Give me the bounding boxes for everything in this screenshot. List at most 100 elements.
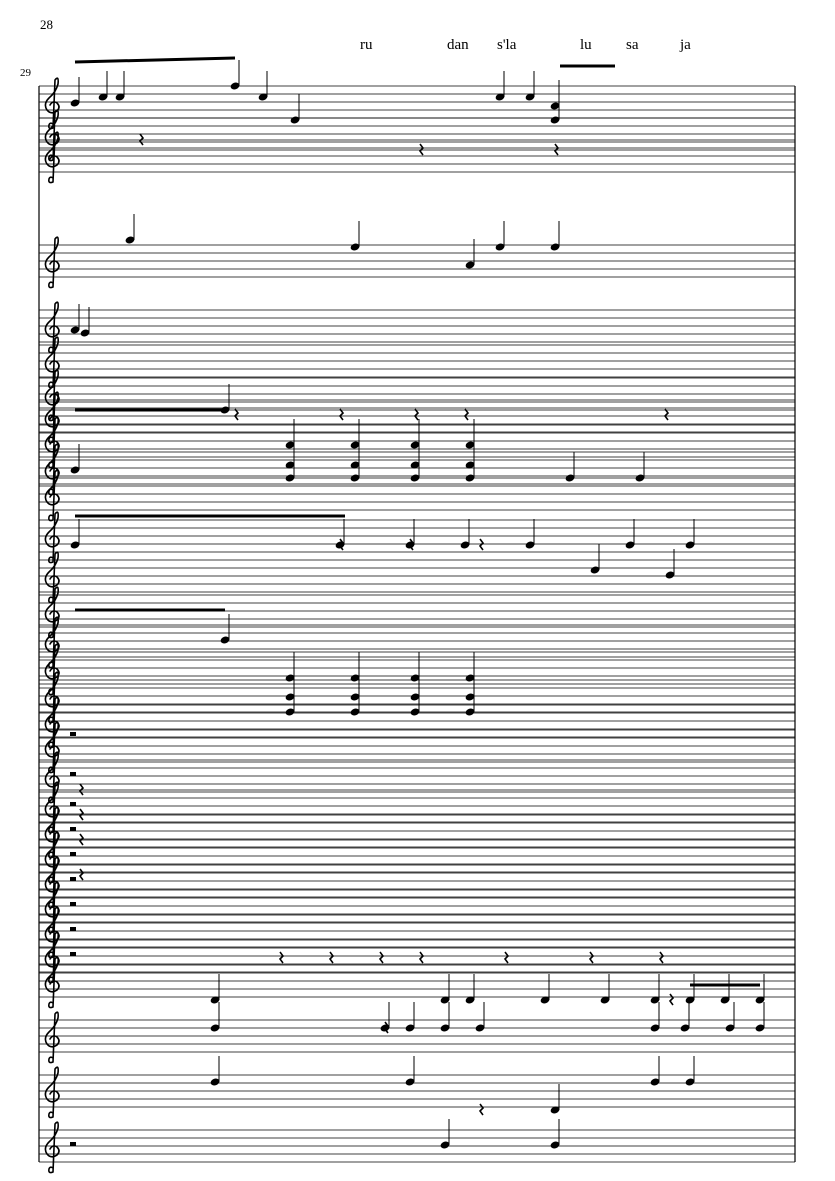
notehead — [475, 1024, 485, 1032]
rest — [78, 783, 85, 796]
notehead — [680, 1024, 690, 1032]
notehead — [410, 708, 420, 716]
notehead — [125, 236, 135, 244]
treble-clef-icon — [44, 109, 60, 162]
notehead — [495, 93, 505, 101]
treble-clef-icon — [44, 586, 60, 639]
lyric-syllable: lu — [580, 37, 592, 53]
rest — [588, 951, 595, 964]
rest — [668, 993, 675, 1006]
notehead — [525, 93, 535, 101]
rest — [413, 408, 420, 421]
notehead — [350, 461, 360, 469]
rest — [553, 143, 560, 156]
notehead — [410, 461, 420, 469]
rest — [78, 808, 85, 821]
measure-number: 29 — [20, 67, 31, 79]
notehead — [285, 674, 295, 682]
notehead — [405, 1024, 415, 1032]
treble-clef-icon — [44, 469, 60, 522]
treble-clef-icon — [44, 131, 60, 184]
notehead — [98, 93, 108, 101]
notehead — [440, 996, 450, 1004]
treble-clef-icon — [44, 721, 60, 774]
notehead — [70, 541, 80, 549]
rest — [378, 951, 385, 964]
lyric-syllable: s'la — [497, 37, 517, 53]
notehead — [550, 1141, 560, 1149]
rest — [383, 1021, 390, 1034]
treble-clef-icon — [44, 1011, 60, 1064]
notehead — [285, 474, 295, 482]
rest — [478, 538, 485, 551]
notehead — [550, 1106, 560, 1114]
notehead — [410, 674, 420, 682]
notehead — [755, 1024, 765, 1032]
rest — [78, 833, 85, 846]
notehead — [465, 474, 475, 482]
treble-clef-icon — [44, 511, 60, 564]
notehead — [115, 93, 125, 101]
notehead — [350, 441, 360, 449]
whole-rest — [70, 927, 76, 931]
rest — [138, 133, 145, 146]
notehead — [635, 474, 645, 482]
whole-rest — [70, 1142, 76, 1146]
notehead — [465, 674, 475, 682]
rest — [463, 408, 470, 421]
whole-rest — [70, 902, 76, 906]
notehead — [350, 474, 360, 482]
whole-rest — [70, 877, 76, 881]
rest — [478, 1103, 485, 1116]
whole-rest — [70, 952, 76, 956]
notehead — [600, 996, 610, 1004]
notehead — [350, 243, 360, 251]
notehead — [258, 93, 268, 101]
rest — [418, 951, 425, 964]
rest — [418, 143, 425, 156]
notehead — [405, 1078, 415, 1086]
rest — [78, 868, 85, 881]
whole-rest — [70, 772, 76, 776]
notehead — [465, 996, 475, 1004]
notehead — [720, 996, 730, 1004]
treble-clef-icon — [44, 236, 60, 289]
notehead — [410, 441, 420, 449]
lyric-syllable: sa — [626, 37, 639, 53]
notehead — [550, 102, 560, 110]
notehead — [755, 996, 765, 1004]
treble-clef-icon — [44, 751, 60, 804]
treble-clef-icon — [44, 1121, 60, 1174]
rest — [503, 951, 510, 964]
treble-clef-icon — [44, 369, 60, 422]
notehead — [285, 693, 295, 701]
notehead — [650, 1078, 660, 1086]
notehead — [285, 441, 295, 449]
notehead — [550, 116, 560, 124]
whole-rest — [70, 827, 76, 831]
notehead — [540, 996, 550, 1004]
notehead — [70, 466, 80, 474]
notehead — [70, 326, 80, 334]
rest — [233, 408, 240, 421]
notehead — [440, 1024, 450, 1032]
lyric-syllable: dan — [447, 37, 469, 53]
notehead — [210, 1024, 220, 1032]
lyric-syllable: ru — [360, 37, 373, 53]
beam — [74, 56, 236, 64]
notehead — [525, 541, 535, 549]
rest — [328, 951, 335, 964]
notehead — [685, 1078, 695, 1086]
notehead — [350, 693, 360, 701]
notehead — [210, 996, 220, 1004]
whole-rest — [70, 802, 76, 806]
notehead — [350, 674, 360, 682]
whole-rest — [70, 852, 76, 856]
treble-clef-icon — [44, 301, 60, 354]
notehead — [70, 99, 80, 107]
notehead — [685, 541, 695, 549]
notehead — [465, 693, 475, 701]
notehead — [725, 1024, 735, 1032]
notehead — [685, 996, 695, 1004]
rest — [278, 951, 285, 964]
